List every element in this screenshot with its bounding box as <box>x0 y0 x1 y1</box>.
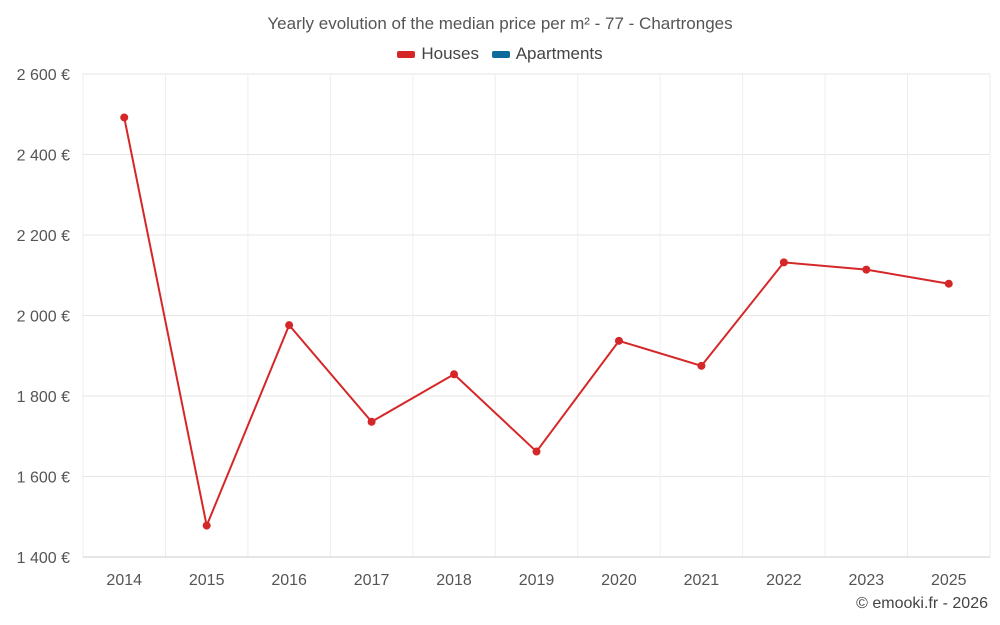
data-point <box>614 336 623 345</box>
data-point <box>779 258 788 267</box>
x-tick-label: 2020 <box>601 572 637 589</box>
x-tick-label: 2022 <box>766 572 802 589</box>
data-point <box>367 417 376 426</box>
x-tick-label: 2016 <box>271 572 307 589</box>
x-tick-label: 2019 <box>519 572 555 589</box>
x-tick-label: 2021 <box>684 572 720 589</box>
data-point <box>697 361 706 370</box>
y-tick-label: 1 600 € <box>17 470 70 487</box>
y-tick-label: 1 800 € <box>17 389 70 406</box>
legend-label-apartments: Apartments <box>515 44 603 63</box>
chart-title: Yearly evolution of the median price per… <box>267 14 733 33</box>
data-point <box>532 447 541 456</box>
legend-swatch-houses <box>397 51 416 59</box>
data-point <box>862 265 871 274</box>
x-tick-label: 2014 <box>106 572 142 589</box>
data-point <box>450 370 459 379</box>
legend-label-houses: Houses <box>421 44 479 63</box>
legend: Houses Apartments <box>0 44 1000 64</box>
copyright-footer: © emooki.fr - 2026 <box>856 595 988 612</box>
legend-swatch-apartments <box>491 51 510 59</box>
y-tick-label: 2 400 € <box>17 148 70 165</box>
data-point <box>202 521 211 530</box>
y-tick-label: 2 600 € <box>17 67 70 84</box>
y-tick-label: 1 400 € <box>17 550 70 567</box>
legend-item-apartments[interactable]: Apartments <box>491 44 603 64</box>
x-tick-label: 2023 <box>849 572 885 589</box>
legend-item-houses[interactable]: Houses <box>397 44 479 64</box>
y-tick-label: 2 200 € <box>17 228 70 245</box>
x-tick-label: 2018 <box>436 572 472 589</box>
data-point <box>120 113 129 122</box>
x-tick-label: 2025 <box>931 572 967 589</box>
x-tick-label: 2017 <box>354 572 390 589</box>
y-tick-label: 2 000 € <box>17 309 70 326</box>
data-point <box>944 279 953 288</box>
data-point <box>285 321 294 330</box>
x-tick-label: 2015 <box>189 572 225 589</box>
